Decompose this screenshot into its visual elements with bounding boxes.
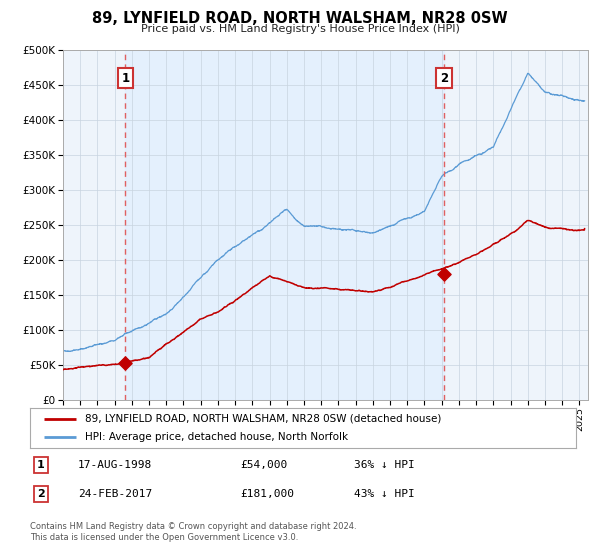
Text: 17-AUG-1998: 17-AUG-1998 xyxy=(78,460,152,470)
Text: Price paid vs. HM Land Registry's House Price Index (HPI): Price paid vs. HM Land Registry's House … xyxy=(140,24,460,34)
Point xyxy=(439,269,449,278)
Point xyxy=(121,358,130,367)
Text: 2: 2 xyxy=(37,489,44,499)
Text: Contains HM Land Registry data © Crown copyright and database right 2024.: Contains HM Land Registry data © Crown c… xyxy=(30,522,356,531)
Text: 24-FEB-2017: 24-FEB-2017 xyxy=(78,489,152,499)
Text: HPI: Average price, detached house, North Norfolk: HPI: Average price, detached house, Nort… xyxy=(85,432,348,442)
Text: This data is licensed under the Open Government Licence v3.0.: This data is licensed under the Open Gov… xyxy=(30,533,298,542)
Text: 2: 2 xyxy=(440,72,448,85)
Text: 1: 1 xyxy=(37,460,44,470)
Text: £54,000: £54,000 xyxy=(240,460,287,470)
Text: 43% ↓ HPI: 43% ↓ HPI xyxy=(354,489,415,499)
Text: 36% ↓ HPI: 36% ↓ HPI xyxy=(354,460,415,470)
Text: £181,000: £181,000 xyxy=(240,489,294,499)
Bar xyxy=(125,50,444,400)
Text: 89, LYNFIELD ROAD, NORTH WALSHAM, NR28 0SW: 89, LYNFIELD ROAD, NORTH WALSHAM, NR28 0… xyxy=(92,11,508,26)
Text: 1: 1 xyxy=(121,72,130,85)
Text: 89, LYNFIELD ROAD, NORTH WALSHAM, NR28 0SW (detached house): 89, LYNFIELD ROAD, NORTH WALSHAM, NR28 0… xyxy=(85,414,441,423)
